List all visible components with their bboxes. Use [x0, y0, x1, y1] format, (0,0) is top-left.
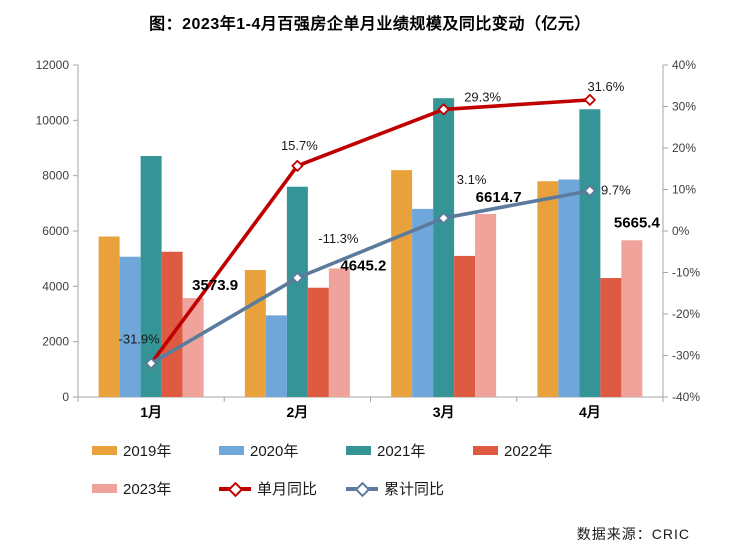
marker-单月同比-4月 [583, 93, 597, 107]
bar-2023年-4月 [621, 240, 643, 397]
right-axis-tick-label: -30% [672, 349, 700, 363]
legend-label-2020: 2020年 [250, 443, 299, 460]
bar-2020年-3月 [412, 208, 434, 397]
cumulative-yoy-line-marker-icon [346, 481, 378, 497]
bar-value-label-4月: 5665.4 [614, 214, 661, 231]
legend-item-2022: 2022年 [473, 440, 600, 461]
right-axis-tick-label: -10% [672, 266, 700, 280]
bar-value-label-2月: 4645.2 [340, 257, 386, 274]
bar-value-label-1月: 3573.9 [192, 277, 238, 294]
line-单月同比 [149, 98, 590, 365]
bar-2022年-3月 [454, 255, 476, 397]
bar-value-label-3月: 6614.7 [476, 189, 522, 206]
x-axis-category-label: 4月 [579, 404, 601, 420]
point-label-单月同比-1月: -31.9% [119, 331, 161, 346]
legend-label-monthly-yoy: 单月同比 [257, 481, 318, 498]
chart-canvas: 0 2000 4000 6000 8000 10000 12000 -40% -30% -20% -… [36, 58, 701, 420]
legend-label-2023: 2023年 [123, 481, 172, 498]
legend-swatch-2020 [219, 446, 244, 455]
bar-2019年-1月 [98, 236, 120, 397]
right-axis-tick-label: -20% [672, 307, 700, 321]
left-axis-tick-label: 4000 [42, 279, 69, 293]
bar-2023年-3月 [475, 213, 497, 397]
legend-item-2019: 2019年 [92, 440, 219, 461]
right-axis-tick-label: 40% [672, 58, 696, 72]
legend-swatch-2022 [473, 446, 498, 455]
legend-swatch-2023 [92, 484, 117, 493]
bar-2020年-1月 [119, 256, 141, 397]
point-label-单月同比-2月: 15.7% [281, 138, 318, 153]
right-axis-tick-label: -40% [672, 390, 700, 404]
x-axis-category-label: 3月 [433, 404, 455, 420]
legend-swatch-2021 [346, 446, 371, 455]
legend-row-1: 2019年 2020年 2021年 2022年 [92, 440, 702, 461]
left-axis-tick-label: 2000 [42, 335, 69, 349]
marker-单月同比-3月 [437, 103, 450, 116]
legend-label-2021: 2021年 [377, 443, 426, 460]
point-label-单月同比-3月: 29.3% [464, 89, 501, 104]
point-label-累计同比-2月: -11.3% [318, 231, 359, 246]
bar-2023年-1月 [182, 298, 204, 397]
left-axis-tick-label: 6000 [42, 224, 69, 238]
point-label-累计同比-4月: 9.7% [601, 183, 631, 198]
legend-label-cumulative-yoy: 累计同比 [384, 481, 445, 498]
bar-2019年-2月 [244, 270, 266, 397]
chart-title: 图：2023年1-4月百强房企单月业绩规模及同比变动（亿元） [149, 16, 591, 33]
left-axis-tick-label: 0 [62, 390, 69, 404]
marker-累计同比-4月 [583, 184, 597, 198]
legend-label-2019: 2019年 [123, 443, 172, 460]
bar-2021年-4月 [579, 109, 601, 398]
marker-累计同比-2月 [291, 271, 304, 285]
bar-2019年-3月 [391, 170, 413, 397]
legend-item-monthly-yoy: 单月同比 [219, 478, 346, 499]
bar-2021年-2月 [286, 186, 308, 397]
bar-2019年-4月 [537, 181, 559, 397]
bar-2022年-4月 [600, 278, 622, 397]
legend-item-cumulative-yoy: 累计同比 [346, 478, 473, 499]
right-axis-tick-label: 10% [672, 183, 696, 197]
bar-2022年-1月 [161, 251, 183, 397]
x-axis-category-label: 2月 [286, 404, 308, 420]
marker-累计同比-1月 [144, 357, 158, 370]
x-axis-category-label: 1月 [140, 404, 162, 420]
left-axis-tick-label: 10000 [36, 113, 70, 127]
legend-item-2021: 2021年 [346, 440, 473, 461]
legend-item-2023: 2023年 [92, 478, 219, 499]
marker-单月同比-2月 [291, 159, 304, 173]
left-axis-tick-label: 8000 [42, 169, 69, 183]
point-label-单月同比-4月: 31.6% [587, 79, 624, 94]
bar-2020年-4月 [558, 179, 580, 397]
legend-item-2020: 2020年 [219, 440, 346, 461]
bar-2020年-2月 [265, 315, 287, 397]
monthly-yoy-line-marker-icon [219, 481, 251, 497]
point-label-累计同比-3月: 3.1% [457, 172, 487, 187]
right-axis-tick-label: 30% [672, 100, 696, 114]
bar-2021年-1月 [140, 156, 162, 397]
bar-2022年-2月 [307, 287, 329, 397]
right-axis-tick-label: 0% [672, 224, 690, 238]
legend-swatch-2019 [92, 446, 117, 455]
bar-2023年-2月 [328, 268, 350, 397]
legend-label-2022: 2022年 [504, 443, 553, 460]
line-累计同比 [150, 188, 591, 365]
data-source-caption: 数据来源：CRIC [576, 526, 690, 542]
legend: 2019年 2020年 2021年 2022年 2023年 [92, 440, 702, 516]
bar-2021年-3月 [433, 98, 455, 397]
legend-row-2: 2023年 单月同比 累计同比 [92, 478, 702, 499]
marker-累计同比-3月 [437, 211, 450, 225]
right-axis-tick-label: 20% [672, 141, 696, 155]
left-axis-tick-label: 12000 [36, 58, 70, 72]
